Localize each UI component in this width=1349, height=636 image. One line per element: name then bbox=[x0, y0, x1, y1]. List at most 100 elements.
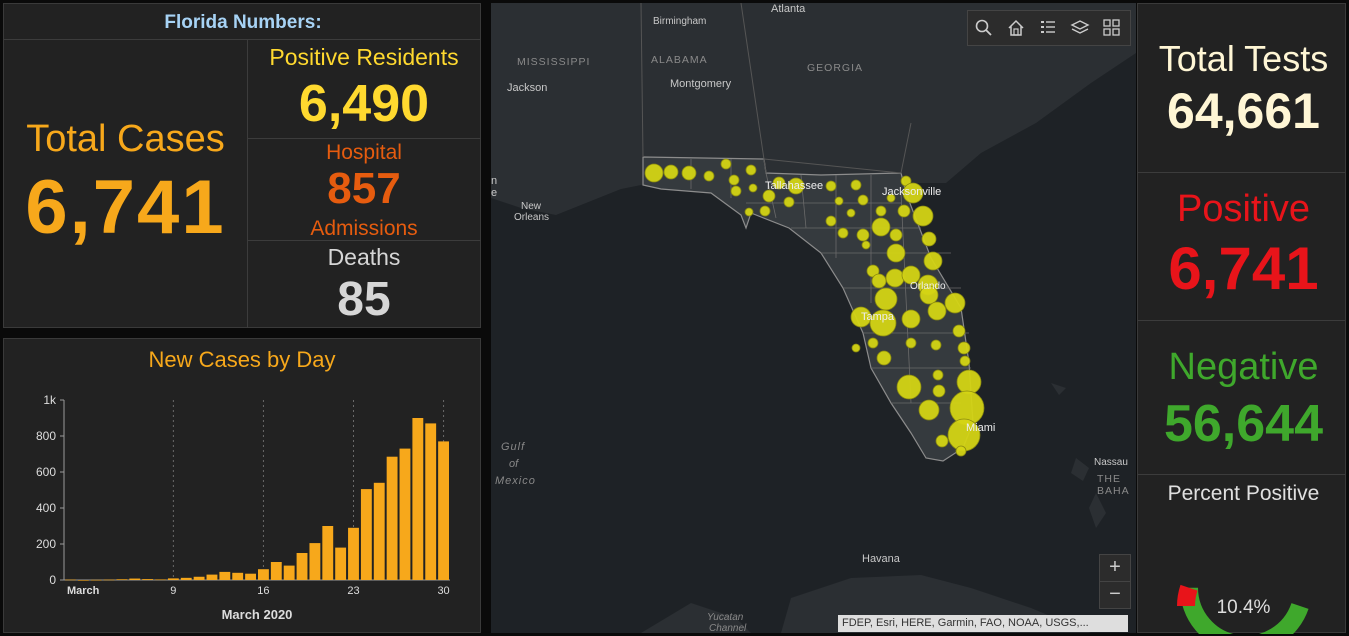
bar-day-25[interactable] bbox=[373, 482, 385, 580]
map-basemap[interactable] bbox=[491, 3, 1136, 633]
case-bubble[interactable] bbox=[846, 208, 856, 218]
bar-day-8[interactable] bbox=[155, 579, 166, 581]
case-bubble[interactable] bbox=[944, 292, 966, 314]
case-bubble[interactable] bbox=[952, 324, 966, 338]
case-bubble[interactable] bbox=[720, 158, 732, 170]
bar-day-17[interactable] bbox=[270, 562, 282, 580]
bar-day-14[interactable] bbox=[232, 572, 244, 580]
case-bubble[interactable] bbox=[901, 309, 921, 329]
case-bubble[interactable] bbox=[901, 265, 921, 285]
bar-day-15[interactable] bbox=[245, 573, 256, 580]
bar-day-5[interactable] bbox=[116, 579, 128, 580]
case-bubble[interactable] bbox=[927, 301, 947, 321]
case-bubble[interactable] bbox=[902, 182, 924, 204]
bar-day-28[interactable] bbox=[412, 418, 424, 580]
case-bubble[interactable] bbox=[959, 355, 971, 367]
case-bubble[interactable] bbox=[856, 228, 870, 242]
case-bubble[interactable] bbox=[886, 243, 906, 263]
case-bubble[interactable] bbox=[762, 189, 776, 203]
case-bubble[interactable] bbox=[825, 215, 837, 227]
bar-day-16[interactable] bbox=[258, 569, 269, 580]
case-bubble[interactable] bbox=[759, 205, 771, 217]
map-label-bahamas: THE BAHA bbox=[1097, 473, 1130, 497]
case-bubble[interactable] bbox=[875, 205, 887, 217]
basemap-gallery-button[interactable] bbox=[1096, 11, 1128, 45]
case-bubble[interactable] bbox=[932, 384, 946, 398]
bar-day-18[interactable] bbox=[283, 565, 295, 580]
zoom-out-button[interactable]: − bbox=[1099, 581, 1131, 609]
case-bubble[interactable] bbox=[874, 287, 898, 311]
bar-day-19[interactable] bbox=[296, 553, 308, 580]
bar-day-29[interactable] bbox=[425, 423, 437, 580]
bar-day-24[interactable] bbox=[360, 489, 372, 580]
search-button[interactable] bbox=[968, 11, 1000, 45]
case-bubble[interactable] bbox=[885, 268, 905, 288]
bar-day-21[interactable] bbox=[322, 526, 334, 580]
case-bubble[interactable] bbox=[744, 207, 754, 217]
case-bubble[interactable] bbox=[955, 445, 967, 457]
florida-map[interactable]: Birmingham Atlanta MISSISSIPPI ALABAMA G… bbox=[491, 3, 1136, 633]
case-bubble[interactable] bbox=[787, 177, 805, 195]
case-bubble[interactable] bbox=[897, 204, 911, 218]
bar-day-1[interactable] bbox=[65, 579, 76, 581]
bar-day-3[interactable] bbox=[90, 579, 102, 581]
case-bubble[interactable] bbox=[850, 306, 872, 328]
legend-button[interactable] bbox=[1032, 11, 1064, 45]
case-bubble[interactable] bbox=[957, 341, 971, 355]
case-bubble[interactable] bbox=[956, 369, 982, 395]
case-bubble[interactable] bbox=[912, 205, 934, 227]
case-bubble[interactable] bbox=[783, 196, 795, 208]
bar-day-11[interactable] bbox=[193, 576, 205, 580]
case-bubble[interactable] bbox=[745, 164, 757, 176]
case-bubble[interactable] bbox=[861, 240, 871, 250]
case-bubble[interactable] bbox=[921, 231, 937, 247]
bar-day-26[interactable] bbox=[386, 456, 398, 580]
case-bubble[interactable] bbox=[728, 174, 740, 186]
case-bubble[interactable] bbox=[748, 183, 758, 193]
case-bubble[interactable] bbox=[850, 179, 862, 191]
case-bubble[interactable] bbox=[857, 194, 869, 206]
case-bubble[interactable] bbox=[905, 337, 917, 349]
layers-button[interactable] bbox=[1064, 11, 1096, 45]
bar-day-23[interactable] bbox=[348, 527, 359, 580]
case-bubble[interactable] bbox=[834, 196, 844, 206]
case-bubble[interactable] bbox=[876, 350, 892, 366]
bar-day-12[interactable] bbox=[206, 574, 218, 580]
case-bubble[interactable] bbox=[644, 163, 664, 183]
bar-day-6[interactable] bbox=[129, 578, 141, 580]
bar-day-13[interactable] bbox=[219, 571, 231, 580]
case-bubble[interactable] bbox=[871, 217, 891, 237]
bar-day-7[interactable] bbox=[142, 579, 154, 580]
case-bubble[interactable] bbox=[896, 374, 922, 400]
case-bubble[interactable] bbox=[837, 227, 849, 239]
case-bubble[interactable] bbox=[730, 185, 742, 197]
case-bubble[interactable] bbox=[932, 369, 944, 381]
home-button[interactable] bbox=[1000, 11, 1032, 45]
case-bubble[interactable] bbox=[930, 339, 942, 351]
case-bubble[interactable] bbox=[923, 251, 943, 271]
case-bubble[interactable] bbox=[703, 170, 715, 182]
case-bubble[interactable] bbox=[681, 165, 697, 181]
bar-day-4[interactable] bbox=[103, 579, 115, 581]
case-bubble[interactable] bbox=[889, 228, 903, 242]
bar-day-20[interactable] bbox=[309, 543, 321, 580]
case-bubble[interactable] bbox=[919, 285, 939, 305]
case-bubble[interactable] bbox=[851, 343, 861, 353]
case-bubble[interactable] bbox=[825, 180, 837, 192]
case-bubble[interactable] bbox=[867, 337, 879, 349]
case-bubble[interactable] bbox=[871, 273, 887, 289]
bar-day-10[interactable] bbox=[180, 577, 192, 580]
case-bubble[interactable] bbox=[918, 399, 940, 421]
case-bubble[interactable] bbox=[886, 193, 896, 203]
bar-day-9[interactable] bbox=[167, 578, 179, 580]
case-bubble[interactable] bbox=[935, 434, 949, 448]
bar-day-2[interactable] bbox=[77, 580, 89, 581]
case-bubble[interactable] bbox=[663, 164, 679, 180]
case-bubble[interactable] bbox=[772, 176, 786, 190]
map-attribution[interactable]: FDEP, Esri, HERE, Garmin, FAO, NOAA, USG… bbox=[838, 615, 1128, 632]
zoom-in-button[interactable]: + bbox=[1099, 554, 1131, 582]
case-bubble[interactable] bbox=[869, 309, 897, 337]
bar-day-22[interactable] bbox=[335, 547, 347, 580]
bar-day-27[interactable] bbox=[399, 448, 411, 580]
bar-day-30[interactable] bbox=[438, 441, 449, 580]
